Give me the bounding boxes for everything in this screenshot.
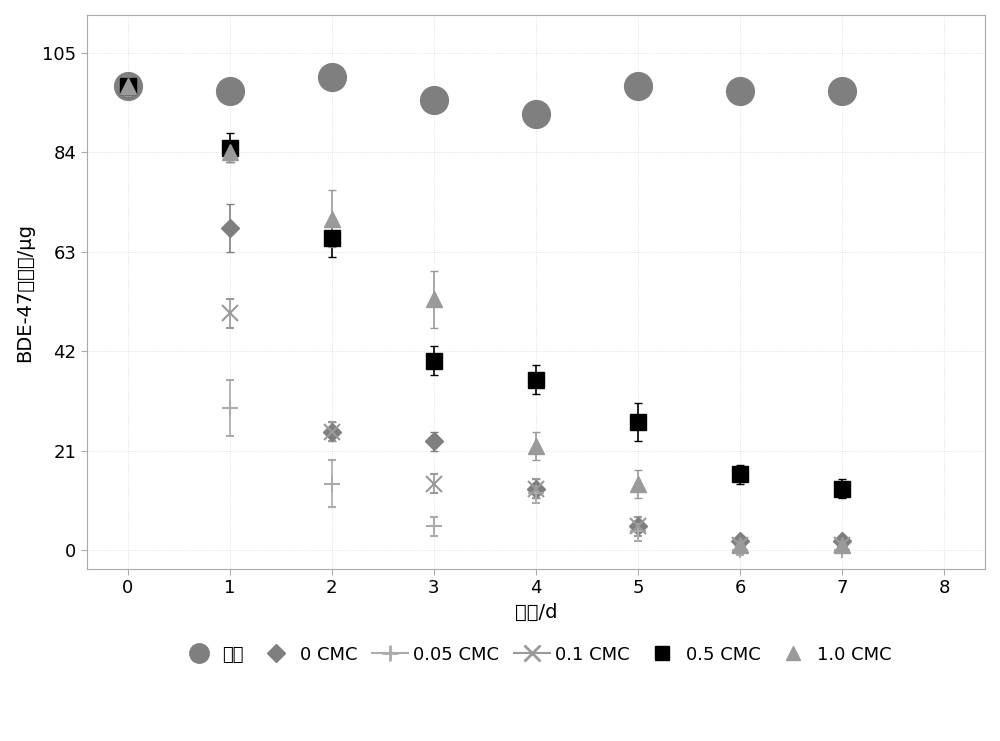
Y-axis label: BDE-47残留量/μg: BDE-47残留量/μg — [15, 222, 34, 362]
Legend: 空白, 0 CMC, 0.05 CMC, 0.1 CMC, 0.5 CMC, 1.0 CMC: 空白, 0 CMC, 0.05 CMC, 0.1 CMC, 0.5 CMC, 1… — [174, 639, 898, 671]
X-axis label: 时间/d: 时间/d — [515, 603, 557, 622]
